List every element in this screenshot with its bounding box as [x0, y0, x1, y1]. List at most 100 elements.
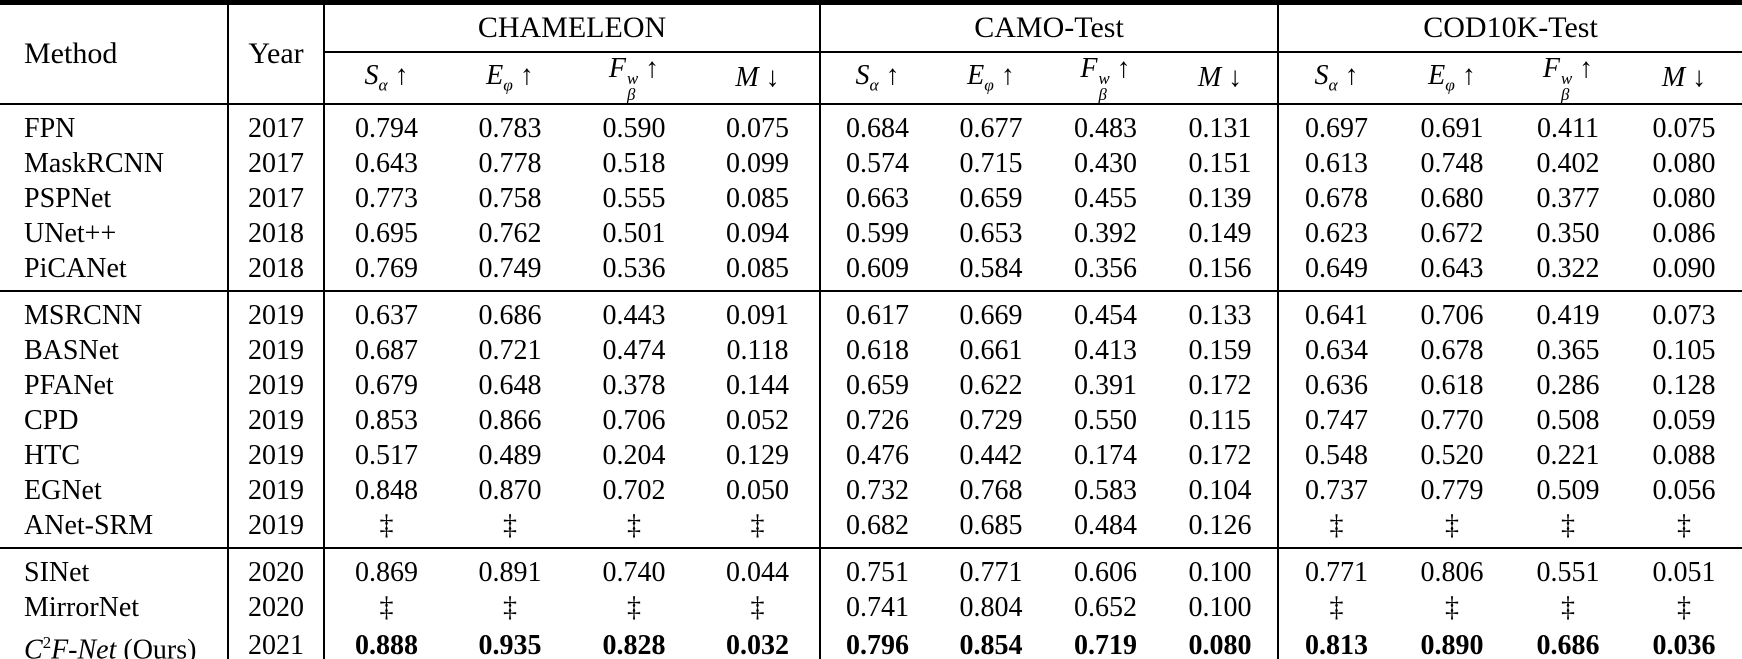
value-cell: 0.075: [1652, 112, 1716, 144]
up-arrow-icon: ↑: [1579, 53, 1594, 84]
year-cell: 2017: [227, 180, 324, 216]
value-cell: 0.509: [1536, 474, 1600, 506]
up-arrow-icon: ↑: [1116, 53, 1131, 84]
year-cell: 2019: [227, 402, 324, 438]
group-header-chameleon: CHAMELEON: [322, 2, 821, 53]
missing-value-cell: ‡: [627, 591, 641, 623]
value-cell: 0.779: [1420, 474, 1484, 506]
missing-value-cell: ‡: [1277, 507, 1395, 548]
value-cell: 0.659: [819, 367, 935, 403]
value-cell: 0.751: [819, 547, 935, 590]
value-cell: 0.172: [1188, 439, 1252, 471]
value-cell: 0.392: [1074, 217, 1138, 249]
missing-value-cell: ‡: [1445, 509, 1460, 541]
down-arrow-icon: ↓: [765, 61, 780, 93]
value-cell: 0.322: [1536, 252, 1600, 284]
table-row: C2F-Net (Ours) 2021 0.888 0.935 0.828 0.032 0.…: [0, 624, 1742, 659]
value-cell: 0.622: [959, 369, 1023, 401]
value-cell: 0.036: [1652, 630, 1716, 659]
value-cell: 0.748: [1420, 147, 1484, 179]
value-cell: 0.768: [959, 474, 1023, 506]
year-cell: 2020: [227, 589, 324, 625]
up-arrow-icon: ↑: [1000, 60, 1015, 92]
value-cell: 0.669: [959, 299, 1023, 331]
value-cell: 0.618: [1420, 369, 1484, 401]
value-cell: 0.706: [602, 404, 666, 436]
value-cell: 0.740: [602, 556, 666, 588]
value-cell: 0.719: [1074, 630, 1138, 659]
value-cell: 0.131: [1188, 112, 1252, 144]
table-row: SINet 2020 0.869 0.891 0.740 0.044 0.751 0.771 0…: [0, 547, 1742, 590]
value-cell: 0.128: [1652, 369, 1716, 401]
method-cell: MSRCNN: [24, 299, 143, 331]
method-cell: SINet: [24, 556, 90, 588]
value-cell: 0.691: [1420, 112, 1484, 144]
value-cell: 0.100: [1188, 556, 1252, 588]
value-cell: 0.813: [1277, 624, 1395, 659]
value-cell: 0.613: [1277, 145, 1395, 181]
value-cell: 0.099: [726, 147, 789, 179]
value-cell: 0.133: [1188, 299, 1252, 331]
metric-header: Sα ↑: [323, 52, 448, 104]
value-cell: 0.687: [323, 332, 448, 368]
value-cell: 0.661: [959, 334, 1023, 366]
value-cell: 0.080: [1188, 630, 1252, 659]
value-cell: 0.413: [1074, 334, 1138, 366]
value-cell: 0.139: [1188, 182, 1252, 214]
value-cell: 0.854: [959, 630, 1023, 659]
value-cell: 0.149: [1188, 217, 1252, 249]
year-cell: 2019: [227, 332, 324, 368]
table-block-3: SINet 2020 0.869 0.891 0.740 0.044 0.751 0.771 0…: [0, 547, 1742, 659]
value-cell: 0.623: [1277, 215, 1395, 251]
value-cell: 0.637: [323, 290, 448, 333]
table-row: UNet++ 2018 0.695 0.762 0.501 0.094 0.599 0.653…: [0, 215, 1742, 251]
value-cell: 0.221: [1536, 439, 1600, 471]
value-cell: 0.051: [1652, 556, 1716, 588]
value-cell: 0.584: [959, 252, 1023, 284]
up-arrow-icon: ↑: [1461, 60, 1476, 92]
value-cell: 0.090: [1652, 252, 1716, 284]
value-cell: 0.059: [1652, 404, 1716, 436]
missing-value-cell: ‡: [627, 509, 641, 541]
value-cell: 0.806: [1420, 556, 1484, 588]
value-cell: 0.115: [1189, 404, 1251, 436]
missing-value-cell: ‡: [323, 507, 448, 548]
value-cell: 0.517: [323, 437, 448, 473]
method-cell: EGNet: [24, 474, 102, 506]
metric-header: Eφ ↑: [1428, 60, 1476, 95]
table-row: PiCANet 2018 0.769 0.749 0.536 0.085 0.609 0.58…: [0, 250, 1742, 291]
value-cell: 0.052: [726, 404, 789, 436]
value-cell: 0.682: [819, 507, 935, 548]
missing-value-cell: ‡: [1677, 591, 1692, 623]
down-arrow-icon: ↓: [1228, 61, 1243, 93]
up-arrow-icon: ↑: [394, 60, 409, 92]
value-cell: 0.174: [1074, 439, 1138, 471]
value-cell: 0.590: [602, 112, 666, 144]
value-cell: 0.476: [819, 437, 935, 473]
missing-value-cell: ‡: [750, 509, 765, 541]
year-cell: 2021: [227, 624, 324, 659]
value-cell: 0.088: [1652, 439, 1716, 471]
value-cell: 0.086: [1652, 217, 1716, 249]
value-cell: 0.474: [602, 334, 666, 366]
value-cell: 0.659: [959, 182, 1023, 214]
value-cell: 0.094: [726, 217, 789, 249]
value-cell: 0.679: [323, 367, 448, 403]
method-cell: CPD: [24, 404, 79, 436]
value-cell: 0.536: [602, 252, 666, 284]
value-cell: 0.804: [959, 591, 1023, 623]
value-cell: 0.419: [1536, 299, 1600, 331]
year-cell: 2019: [227, 507, 324, 548]
value-cell: 0.648: [478, 369, 542, 401]
value-cell: 0.935: [478, 630, 542, 659]
missing-value-cell: ‡: [503, 509, 517, 541]
up-arrow-icon: ↑: [885, 60, 900, 92]
group-header-cod10k-test: COD10K-Test: [1277, 2, 1742, 53]
year-cell: 2020: [227, 547, 324, 590]
